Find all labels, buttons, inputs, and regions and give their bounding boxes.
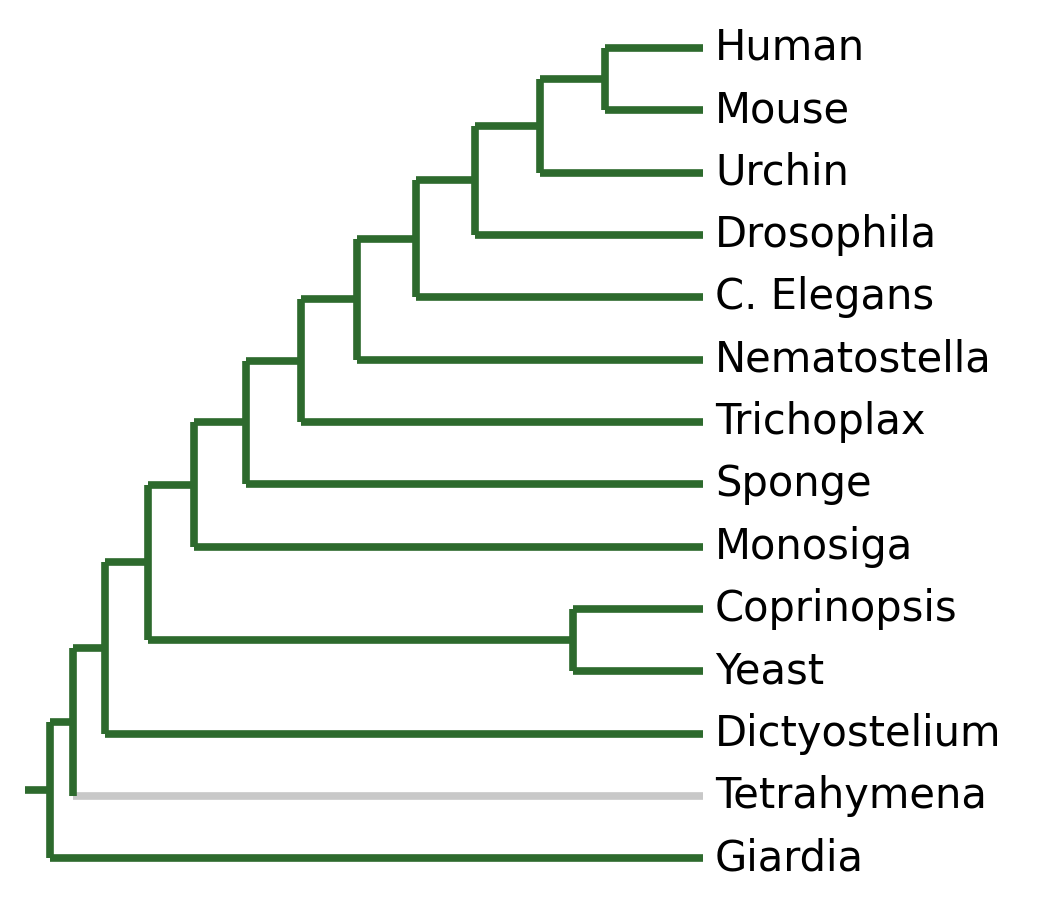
Text: Monosiga: Monosiga [715, 526, 914, 568]
Text: Nematostella: Nematostella [715, 338, 991, 381]
Text: Tetrahymena: Tetrahymena [715, 775, 987, 817]
Text: Dictyostelium: Dictyostelium [715, 713, 1002, 755]
Text: Giardia: Giardia [715, 837, 864, 879]
Text: Trichoplax: Trichoplax [715, 400, 925, 443]
Text: Urchin: Urchin [715, 151, 849, 194]
Text: Mouse: Mouse [715, 89, 850, 131]
Text: Human: Human [715, 27, 865, 68]
Text: Drosophila: Drosophila [715, 214, 937, 256]
Text: Yeast: Yeast [715, 651, 825, 692]
Text: Sponge: Sponge [715, 464, 872, 505]
Text: Coprinopsis: Coprinopsis [715, 588, 958, 630]
Text: C. Elegans: C. Elegans [715, 276, 935, 319]
